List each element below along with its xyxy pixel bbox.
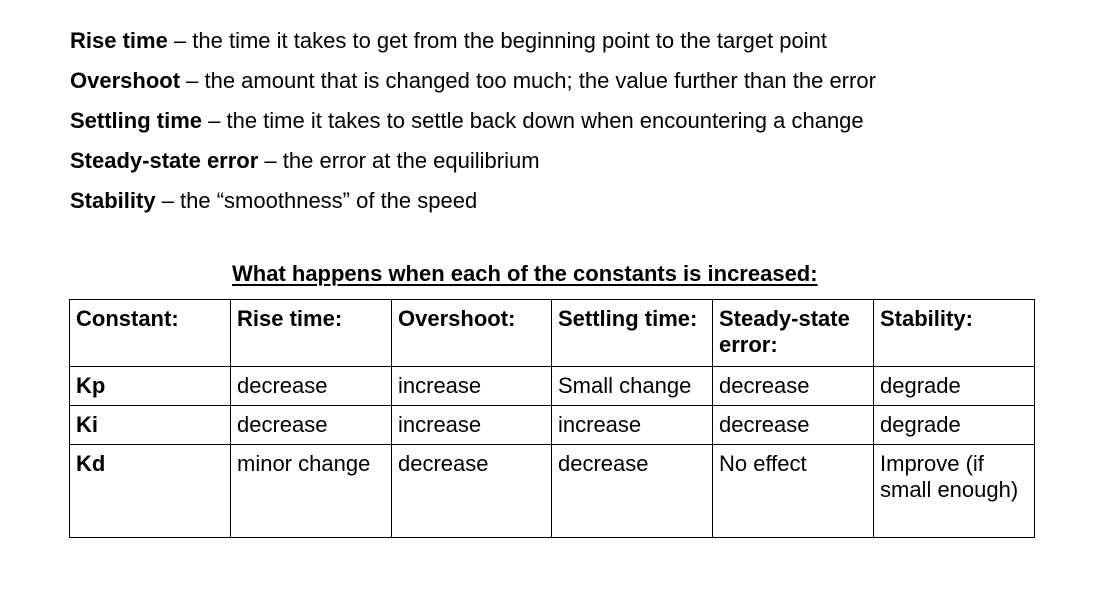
cell-constant: Kd	[69, 444, 231, 538]
definition-text: – the time it takes to get from the begi…	[167, 28, 828, 53]
cell-steady-state-error: decrease	[712, 405, 874, 445]
definition-rise-time: Rise time – the time it takes to get fro…	[70, 21, 1070, 61]
definition-settling-time: Settling time – the time it takes to set…	[70, 101, 1070, 141]
definition-term: Steady-state error	[70, 148, 259, 173]
definition-term: Rise time	[70, 28, 168, 53]
header-overshoot: Overshoot:	[391, 299, 552, 367]
pid-effects-table: Constant: Rise time: Overshoot: Settling…	[69, 299, 1035, 538]
definition-text: – the amount that is changed too much; t…	[180, 68, 876, 93]
cell-steady-state-error: No effect	[712, 444, 874, 538]
table-row: Kp decrease increase Small change decrea…	[69, 366, 1035, 406]
header-rise-time: Rise time:	[230, 299, 392, 367]
definition-text: – the “smoothness” of the speed	[155, 188, 478, 213]
cell-overshoot: decrease	[391, 444, 552, 538]
table-header-row: Constant: Rise time: Overshoot: Settling…	[69, 299, 1035, 367]
table-row: Kd minor change decrease decrease No eff…	[69, 444, 1035, 538]
definition-overshoot: Overshoot – the amount that is changed t…	[70, 61, 1070, 101]
cell-settling-time: decrease	[551, 444, 713, 538]
definition-term: Stability	[70, 188, 156, 213]
cell-settling-time: Small change	[551, 366, 713, 406]
cell-steady-state-error: decrease	[712, 366, 874, 406]
definition-term: Settling time	[70, 108, 203, 133]
cell-constant: Ki	[69, 405, 231, 445]
table-heading: What happens when each of the constants …	[232, 261, 818, 286]
table-row: Ki decrease increase increase decrease d…	[69, 405, 1035, 445]
cell-rise-time: minor change	[230, 444, 392, 538]
cell-stability: degrade	[873, 366, 1035, 406]
header-steady-state-error: Steady-state error:	[712, 299, 874, 367]
definition-text: – the time it takes to settle back down …	[202, 108, 864, 133]
cell-constant: Kp	[69, 366, 231, 406]
cell-stability: Improve (if small enough)	[873, 444, 1035, 538]
definition-text: – the error at the equilibrium	[258, 148, 540, 173]
cell-settling-time: increase	[551, 405, 713, 445]
header-stability: Stability:	[873, 299, 1035, 367]
cell-overshoot: increase	[391, 405, 552, 445]
definition-term: Overshoot	[70, 68, 181, 93]
cell-rise-time: decrease	[230, 405, 392, 445]
cell-rise-time: decrease	[230, 366, 392, 406]
definition-stability: Stability – the “smoothness” of the spee…	[70, 181, 1070, 221]
cell-overshoot: increase	[391, 366, 552, 406]
cell-stability: degrade	[873, 405, 1035, 445]
header-constant: Constant:	[69, 299, 231, 367]
header-settling-time: Settling time:	[551, 299, 713, 367]
definitions-list: Rise time – the time it takes to get fro…	[70, 21, 1070, 221]
definition-steady-state-error: Steady-state error – the error at the eq…	[70, 141, 1070, 181]
